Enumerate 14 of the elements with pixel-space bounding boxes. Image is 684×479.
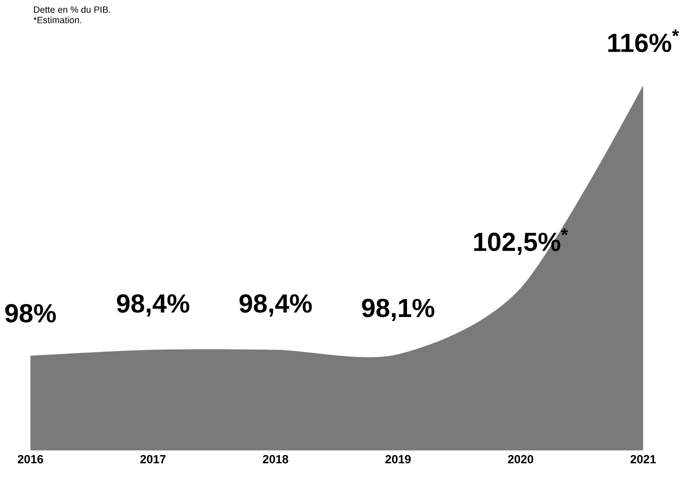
data-label: 98% <box>5 304 56 322</box>
x-tick-label: 2017 <box>140 454 166 464</box>
text: Dette en % du PIB. <box>34 6 110 13</box>
text: *Estimation. <box>33 16 82 24</box>
x-tick-label: 2020 <box>508 454 534 464</box>
data-label: 116%$^{*}$ <box>608 29 679 52</box>
data-label: 98,4% <box>239 294 312 316</box>
data-label: 102,5%$^{*}$ <box>474 228 568 255</box>
x-tick-label: 2019 <box>385 454 411 464</box>
x-tick-label: 2018 <box>262 454 288 464</box>
data-label: 98,4% <box>116 294 190 316</box>
data-label: 98,1% <box>362 298 434 321</box>
x-tick-label: 2021 <box>630 454 656 464</box>
x-tick-label: 2016 <box>18 454 44 464</box>
